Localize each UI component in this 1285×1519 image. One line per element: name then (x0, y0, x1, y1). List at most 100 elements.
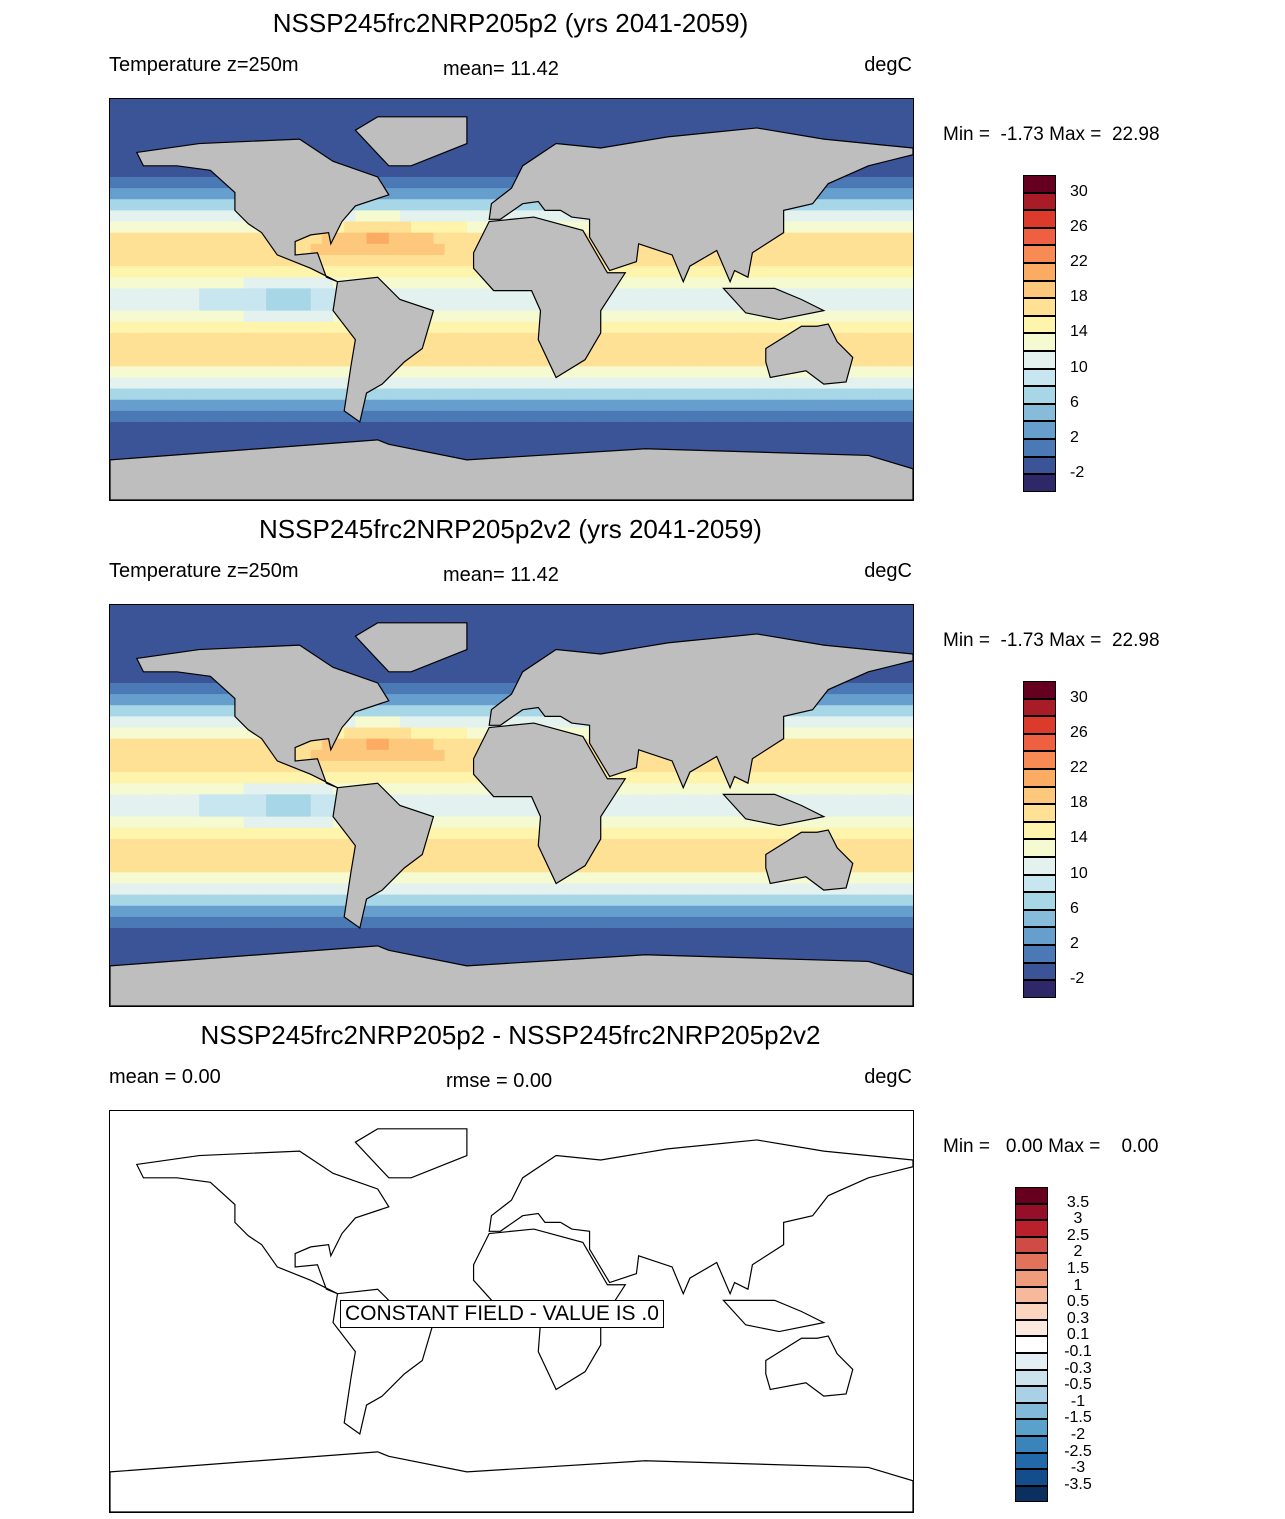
field-cell (299, 299, 312, 312)
field-cell (411, 616, 423, 628)
field-cell (288, 310, 301, 323)
field-cell (176, 366, 189, 378)
field-cell (779, 254, 791, 267)
field-cell (243, 605, 256, 617)
field-cell (478, 872, 490, 884)
field-cell (188, 905, 200, 918)
field-cell (321, 310, 334, 323)
field-cell (399, 928, 412, 940)
field-cell (756, 894, 769, 907)
field-cell (411, 288, 423, 300)
field-cell (466, 377, 479, 390)
field-cell (656, 277, 669, 289)
field-cell (221, 605, 234, 617)
field-cell (254, 872, 267, 884)
field-cell (656, 321, 669, 334)
field-cell (812, 772, 825, 784)
field-cell (377, 682, 390, 695)
field-cell (165, 605, 178, 617)
field-cell (188, 277, 200, 289)
field-cell (344, 605, 356, 617)
field-cell (901, 727, 913, 740)
field-cell (254, 388, 267, 401)
field-cell (366, 199, 379, 211)
field-cell (623, 783, 635, 795)
field-cell (600, 110, 613, 122)
field-cell (701, 861, 713, 873)
field-cell (243, 243, 256, 256)
field-cell (734, 388, 747, 401)
field-cell (455, 649, 468, 662)
field-cell (857, 883, 869, 896)
field-cell (121, 805, 133, 818)
field-cell (310, 649, 323, 662)
field-cell (310, 783, 323, 795)
field-cell (489, 627, 501, 639)
field-cell (756, 861, 769, 873)
field-cell (143, 288, 156, 300)
field-cell (846, 121, 858, 133)
field-cell (645, 422, 657, 434)
field-cell (266, 794, 278, 806)
field-cell (176, 410, 189, 423)
field-cell (288, 277, 301, 289)
field-cell (723, 838, 736, 851)
field-cell (790, 627, 802, 639)
field-cell (511, 165, 524, 178)
field-cell (210, 444, 223, 456)
field-cell (143, 266, 156, 278)
field-cell (299, 99, 312, 111)
field-cell (834, 121, 847, 133)
field-cell (890, 199, 903, 211)
field-cell (344, 355, 356, 367)
field-cell (176, 738, 189, 751)
field-cell (411, 399, 423, 412)
field-cell (165, 760, 178, 773)
field-cell (444, 232, 457, 245)
field-cell (533, 716, 546, 729)
field-cell (723, 444, 736, 456)
field-cell (132, 121, 144, 133)
field-cell (868, 321, 881, 334)
field-cell (243, 749, 256, 762)
field-cell (344, 716, 356, 729)
field-cell (399, 772, 412, 784)
field-cell (868, 905, 881, 918)
field-cell (901, 254, 913, 267)
field-cell (165, 110, 178, 122)
field-cell (254, 905, 267, 918)
field-cell (411, 377, 423, 390)
field-cell (422, 850, 434, 862)
field-cell (165, 277, 178, 289)
field-cell (299, 332, 312, 345)
field-cell (333, 872, 345, 884)
field-cell (478, 627, 490, 639)
field-cell (522, 321, 535, 334)
field-cell (411, 916, 423, 929)
field-cell (444, 950, 457, 962)
field-cell (901, 377, 913, 390)
field-cell (132, 277, 144, 289)
field-cell (455, 738, 468, 751)
field-cell (678, 344, 691, 356)
field-cell (846, 410, 858, 423)
field-cell (790, 905, 802, 918)
field-cell (812, 254, 825, 267)
colorbar-box (1023, 333, 1056, 351)
field-cell (689, 321, 702, 334)
field-cell (734, 444, 747, 456)
field-cell (723, 121, 736, 133)
field-cell (478, 671, 490, 684)
field-cell (110, 772, 122, 784)
field-cell (355, 605, 368, 617)
field-cell (478, 332, 490, 345)
field-cell (243, 299, 256, 312)
field-cell (634, 299, 646, 312)
field-cell (132, 422, 144, 434)
field-cell (511, 838, 524, 851)
field-cell (355, 232, 368, 245)
field-cell (188, 355, 200, 367)
field-cell (366, 99, 379, 111)
field-cell (422, 355, 434, 367)
field-cell (511, 883, 524, 896)
